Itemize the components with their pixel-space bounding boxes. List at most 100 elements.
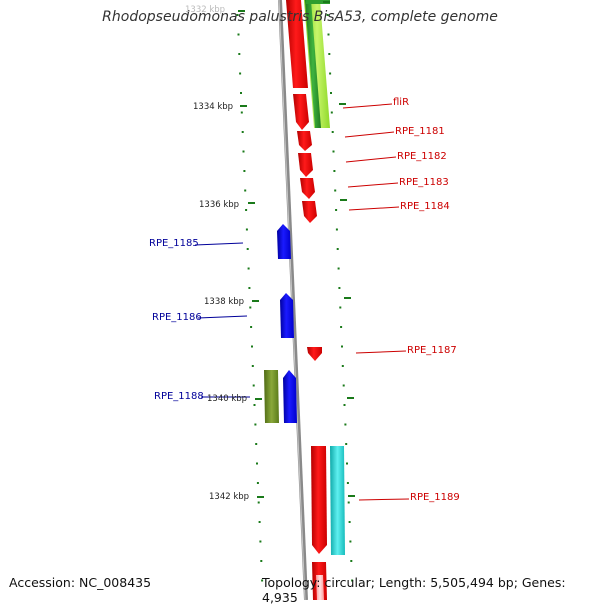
gene-label-RPE_1189[interactable]: RPE_1189 <box>410 492 460 503</box>
label-leader-lines <box>194 103 410 501</box>
major-tick-left-3 <box>252 300 259 302</box>
minor-tick-left <box>254 423 257 426</box>
minor-tick-left <box>260 560 263 562</box>
topology-text: Topology: circular; Length: 5,505,494 bp… <box>262 575 566 605</box>
major-tick-left-2 <box>248 202 255 204</box>
major-tick-left-1 <box>240 105 247 107</box>
gene-cds-bottom-pale <box>316 575 324 600</box>
feature-cyan <box>330 446 345 555</box>
major-tick-left-4 <box>255 398 262 400</box>
minor-tick-right <box>340 326 343 328</box>
minor-tick-left <box>251 345 253 348</box>
leader-RPE_1185 <box>194 242 244 246</box>
minor-tick-right <box>343 404 346 406</box>
gene-label-RPE_1185[interactable]: RPE_1185 <box>149 238 199 249</box>
minor-tick-right <box>341 365 344 367</box>
gene-label-RPE_1187[interactable]: RPE_1187 <box>407 345 457 356</box>
minor-tick-left <box>244 189 247 192</box>
minor-tick-right <box>334 189 337 192</box>
minor-tick-left <box>238 53 241 55</box>
leader-RPE_1183 <box>347 182 399 188</box>
minor-tick-left <box>256 482 259 484</box>
minor-tick-right <box>335 209 338 211</box>
minor-tick-right <box>341 345 343 348</box>
tick-label-1336: 1336 kbp <box>199 200 240 210</box>
minor-tick-right <box>327 33 330 36</box>
minor-tick-left <box>249 306 252 309</box>
minor-tick-left <box>250 326 253 328</box>
leader-RPE_1184 <box>348 206 400 211</box>
minor-tick-left <box>245 209 248 211</box>
gene-label-RPE_1181[interactable]: RPE_1181 <box>395 126 445 137</box>
leader-RPE_1189 <box>358 498 410 501</box>
leader-RPE_1187 <box>355 350 407 354</box>
minor-tick-left <box>243 170 246 172</box>
minor-tick-left <box>239 72 242 75</box>
minor-tick-left <box>241 131 244 133</box>
minor-tick-left <box>252 384 255 387</box>
major-tick-right-1 <box>339 103 346 105</box>
tick-label-1338: 1338 kbp <box>204 297 245 307</box>
gene-RPE_1182 <box>298 153 313 177</box>
gene-RPE_1185 <box>277 224 291 259</box>
tick-label-1342: 1342 kbp <box>209 492 250 502</box>
minor-tick-left <box>240 92 242 94</box>
major-tick-left-5 <box>257 496 264 498</box>
minor-tick-right <box>329 72 332 75</box>
gene-label-RPE_1188[interactable]: RPE_1188 <box>154 391 204 402</box>
minor-tick-right <box>348 521 351 523</box>
gene-label-fliR[interactable]: fliR <box>393 97 410 108</box>
minor-tick-left <box>246 248 249 250</box>
minor-tick-left <box>245 228 248 231</box>
tick-label-1340: 1340 kbp <box>207 394 248 404</box>
gene-RPE_1186 <box>280 293 294 338</box>
gene-label-RPE_1182[interactable]: RPE_1182 <box>397 151 447 162</box>
minor-tick-right <box>346 482 349 484</box>
scale-ticks <box>236 1 355 582</box>
gene-RPE_1181 <box>297 131 312 151</box>
major-tick-right-0 <box>323 1 330 3</box>
minor-tick-right <box>333 170 336 172</box>
minor-tick-right <box>326 14 329 16</box>
feature-olive <box>264 370 279 423</box>
gene-RPE_1187 <box>307 347 322 361</box>
leader-RPE_1181 <box>344 131 395 138</box>
minor-tick-right <box>350 560 353 562</box>
gene-RPE_1183 <box>300 178 315 199</box>
minor-tick-right <box>332 150 335 153</box>
minor-tick-right <box>342 384 345 387</box>
minor-tick-left <box>259 540 262 543</box>
gene-RPE_1188 <box>283 370 297 423</box>
tick-label-1332: 1332 kbp <box>185 5 226 15</box>
minor-tick-right <box>351 579 354 582</box>
leader-fliR <box>342 103 393 109</box>
minor-tick-right <box>331 131 334 133</box>
minor-tick-left <box>251 365 254 367</box>
minor-tick-left <box>261 579 264 582</box>
minor-tick-left <box>256 462 258 465</box>
gene-label-RPE_1183[interactable]: RPE_1183 <box>399 177 449 188</box>
minor-tick-right <box>344 423 347 426</box>
gene-label-RPE_1184[interactable]: RPE_1184 <box>400 201 450 212</box>
minor-tick-right <box>330 92 332 94</box>
minor-tick-right <box>347 501 350 504</box>
minor-tick-left <box>242 150 245 153</box>
minor-tick-left <box>240 111 243 114</box>
minor-tick-right <box>337 267 340 270</box>
accession-text: Accession: NC_008435 <box>9 575 152 590</box>
gene-label-RPE_1186[interactable]: RPE_1186 <box>152 312 202 323</box>
tick-label-1334: 1334 kbp <box>193 102 234 112</box>
map-title: Rhodopseudomonas palustris BisA53, compl… <box>102 9 498 25</box>
major-tick-right-4 <box>347 397 354 399</box>
minor-tick-left <box>247 267 250 270</box>
gene-fliR <box>293 94 309 130</box>
minor-tick-right <box>330 111 333 114</box>
minor-tick-left <box>255 443 258 445</box>
leader-RPE_1186 <box>197 315 248 319</box>
minor-tick-left <box>237 33 240 36</box>
minor-tick-right <box>346 462 348 465</box>
minor-tick-left <box>248 287 251 289</box>
minor-tick-left <box>253 404 256 406</box>
